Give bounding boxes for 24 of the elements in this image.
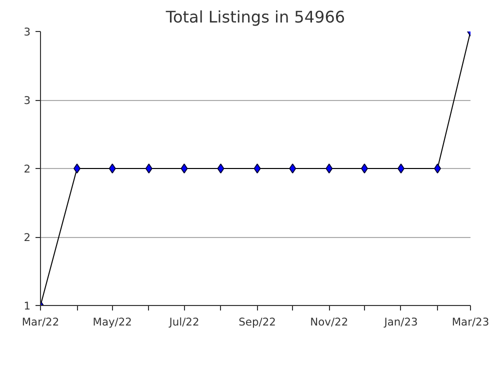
chart-title: Total Listings in 54966 <box>164 8 346 26</box>
point <box>397 164 404 174</box>
x-tick-label: Mar/22 <box>22 316 60 328</box>
point <box>217 164 224 174</box>
y-tick-label: 2 <box>24 162 30 176</box>
point <box>74 164 81 174</box>
y-tick-label: 3 <box>24 26 30 38</box>
x-tick-label: Jan/23 <box>383 316 418 328</box>
point <box>360 164 368 174</box>
x-tick-label: Jul/22 <box>168 316 200 328</box>
y-tick-label: 2 <box>24 231 30 244</box>
y-tick-label: 1 <box>24 300 30 312</box>
point <box>145 164 152 174</box>
x-tick-label: Sep/22 <box>238 316 276 328</box>
x-tick-label: Nov/22 <box>310 316 348 328</box>
point <box>434 164 442 174</box>
point <box>326 164 333 174</box>
y-tick-label: 3 <box>24 94 30 107</box>
point <box>108 164 116 174</box>
point <box>254 164 261 174</box>
point <box>289 164 296 174</box>
x-tick-label: May/22 <box>92 316 132 328</box>
x-tick-label: Mar/23 <box>452 316 490 328</box>
point <box>180 164 188 174</box>
